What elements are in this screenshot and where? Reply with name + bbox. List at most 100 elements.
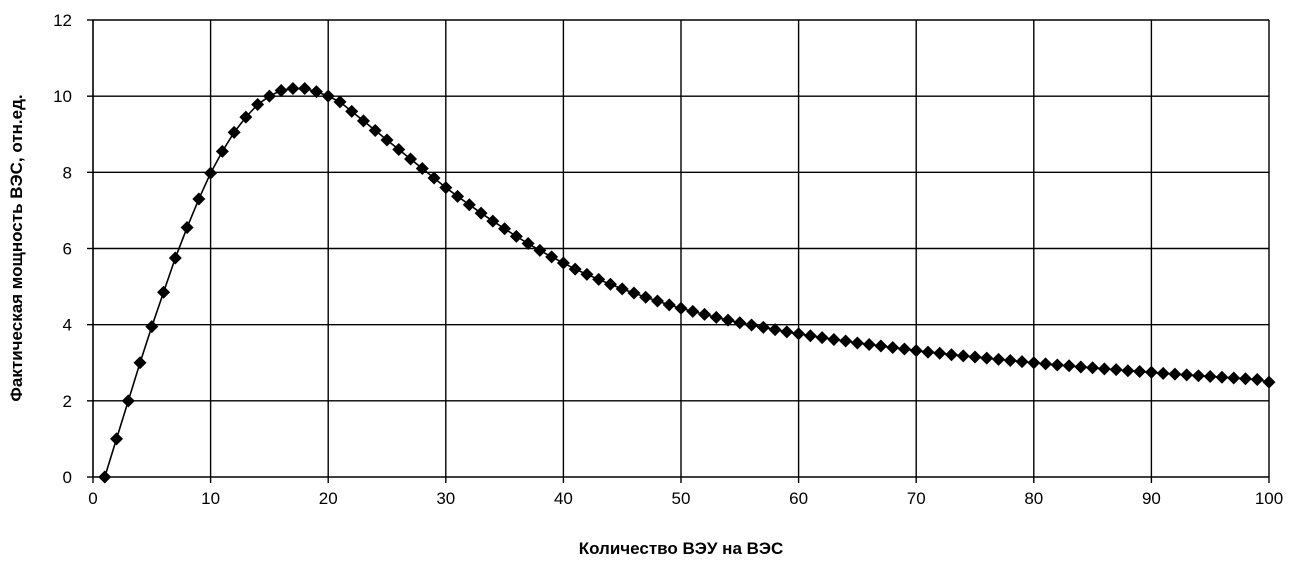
data-point — [309, 85, 323, 99]
data-point — [897, 342, 911, 356]
x-tick-label: 30 — [436, 489, 455, 508]
data-point — [1250, 373, 1264, 387]
data-point — [768, 323, 782, 337]
data-point — [521, 237, 535, 251]
data-point — [404, 152, 418, 166]
data-point — [133, 356, 147, 370]
data-point — [1156, 366, 1170, 380]
data-point — [944, 348, 958, 362]
data-point — [533, 243, 547, 257]
data-point — [956, 349, 970, 363]
y-tick-label: 12 — [53, 11, 72, 30]
x-tick-label: 100 — [1255, 489, 1283, 508]
data-point — [733, 316, 747, 330]
y-tick-label: 8 — [63, 163, 72, 182]
data-point — [874, 339, 888, 353]
data-point — [909, 344, 923, 358]
data-point — [1015, 355, 1029, 369]
y-tick-label: 10 — [53, 87, 72, 106]
data-point — [1203, 369, 1217, 383]
data-point — [462, 198, 476, 212]
data-point — [333, 95, 347, 109]
data-point — [262, 89, 276, 103]
data-point — [1191, 369, 1205, 383]
data-point — [709, 310, 723, 324]
data-point — [698, 307, 712, 321]
data-point — [580, 267, 594, 281]
data-point — [1227, 371, 1241, 385]
data-point — [1121, 364, 1135, 378]
data-point — [1039, 357, 1053, 371]
x-tick-label: 0 — [88, 489, 97, 508]
data-point — [1133, 365, 1147, 379]
data-point — [251, 98, 265, 112]
data-point — [145, 320, 159, 334]
data-point — [592, 272, 606, 286]
data-point — [780, 325, 794, 339]
data-point — [980, 351, 994, 365]
data-point — [498, 222, 512, 236]
data-point — [1050, 358, 1064, 372]
data-point — [1074, 360, 1088, 374]
data-point — [839, 334, 853, 348]
data-point — [545, 250, 559, 264]
data-point — [568, 262, 582, 276]
data-point — [1168, 367, 1182, 381]
y-tick-label: 6 — [63, 240, 72, 259]
data-point — [427, 171, 441, 185]
x-tick-label: 20 — [319, 489, 338, 508]
data-point — [933, 346, 947, 360]
data-point — [1262, 375, 1276, 389]
y-axis-title: Фактическая мощность ВЭС, отн.ед. — [7, 94, 26, 401]
data-point — [321, 89, 335, 103]
data-point — [192, 192, 206, 206]
data-point — [792, 327, 806, 341]
data-point — [356, 114, 370, 128]
data-point — [298, 82, 312, 96]
data-point — [674, 301, 688, 315]
data-point — [110, 432, 124, 446]
data-point — [721, 313, 735, 327]
data-point — [745, 318, 759, 332]
data-point — [239, 110, 253, 124]
x-tick-label: 80 — [1024, 489, 1043, 508]
data-point — [603, 277, 617, 291]
axes — [87, 19, 1270, 483]
data-point — [121, 394, 135, 408]
data-point — [803, 329, 817, 343]
y-tick-label: 0 — [63, 468, 72, 487]
data-point — [627, 286, 641, 300]
data-point — [886, 341, 900, 355]
data-point — [439, 181, 453, 195]
data-point — [639, 290, 653, 304]
data-point — [686, 304, 700, 318]
x-tick-label: 90 — [1142, 489, 1161, 508]
x-tick-label: 50 — [672, 489, 691, 508]
x-axis-title: Количество ВЭУ на ВЭС — [579, 539, 784, 558]
data-point — [509, 229, 523, 243]
data-point — [274, 83, 288, 97]
series-power — [98, 82, 1276, 484]
data-point — [662, 298, 676, 312]
data-point — [1144, 365, 1158, 379]
data-point — [486, 214, 500, 228]
data-point — [968, 350, 982, 364]
data-point — [1097, 362, 1111, 376]
data-point — [180, 221, 194, 235]
data-point — [98, 470, 112, 484]
data-point — [756, 320, 770, 334]
data-point — [168, 251, 182, 265]
data-point — [1027, 356, 1041, 370]
x-tick-label: 40 — [554, 489, 573, 508]
data-point — [1238, 372, 1252, 386]
data-point — [862, 337, 876, 351]
data-point — [1062, 359, 1076, 373]
data-point — [380, 133, 394, 147]
data-point — [815, 331, 829, 345]
data-point — [1180, 368, 1194, 382]
data-point — [215, 144, 229, 158]
x-tick-label: 70 — [907, 489, 926, 508]
data-point — [157, 285, 171, 299]
data-point — [1086, 361, 1100, 375]
